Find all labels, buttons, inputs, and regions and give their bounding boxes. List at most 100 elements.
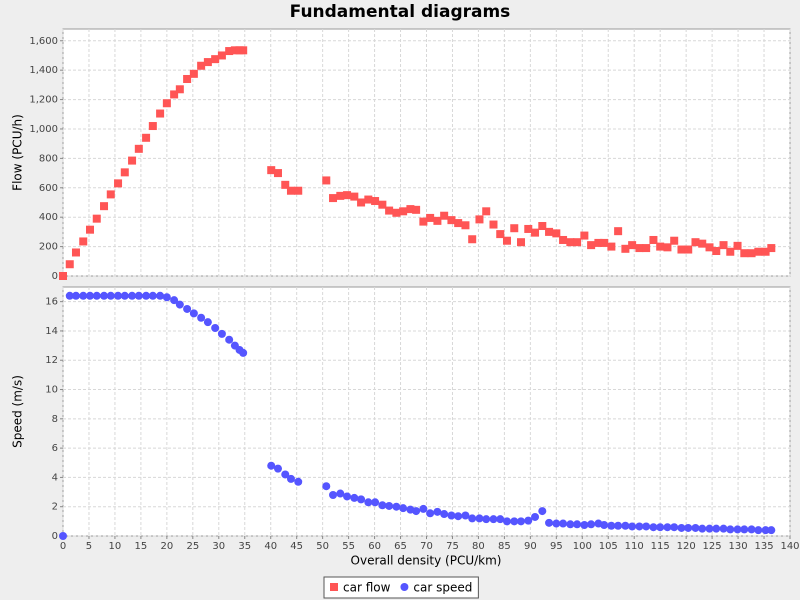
data-point (747, 249, 756, 258)
x-tick-label: 25 (186, 541, 199, 552)
data-point (65, 260, 74, 269)
data-point (148, 291, 157, 300)
data-point (79, 237, 88, 246)
x-tick-label: 90 (524, 541, 537, 552)
data-point (447, 511, 456, 520)
data-point (712, 524, 721, 533)
data-point (225, 47, 234, 56)
data-point (399, 504, 408, 513)
data-point (59, 532, 67, 540)
data-point (580, 231, 589, 240)
x-tick-label: 70 (420, 541, 433, 552)
data-point (712, 247, 721, 256)
data-point (92, 291, 101, 300)
data-point (170, 90, 179, 99)
data-point (447, 216, 456, 225)
data-point (419, 504, 428, 513)
x-tick-label: 100 (573, 541, 592, 552)
data-point (294, 477, 303, 486)
data-point (482, 515, 491, 524)
data-point (426, 213, 435, 222)
data-point (142, 291, 151, 300)
data-point (350, 493, 359, 502)
data-point (433, 507, 442, 516)
data-point (217, 51, 226, 60)
data-point (733, 525, 742, 534)
data-point (545, 227, 554, 236)
data-point (322, 176, 331, 185)
data-point (412, 507, 421, 516)
data-point (211, 324, 220, 333)
data-point (286, 186, 295, 195)
data-point (170, 296, 179, 305)
data-point (573, 238, 582, 247)
y-tick-label: 6 (52, 443, 58, 454)
data-point (106, 190, 115, 199)
data-point (65, 291, 74, 300)
x-tick-label: 95 (550, 541, 563, 552)
data-point (128, 291, 137, 300)
data-point (649, 235, 658, 244)
legend: car flow car speed (323, 576, 479, 599)
data-point (142, 133, 151, 142)
data-point (698, 239, 707, 248)
data-point (587, 241, 596, 250)
data-point (399, 207, 408, 216)
data-point (642, 522, 651, 531)
data-point (134, 144, 143, 153)
data-point (454, 219, 463, 228)
legend-marker (400, 583, 409, 591)
y-axis-label: Flow (PCU/h) (11, 114, 25, 191)
data-point (419, 217, 428, 226)
data-point (517, 517, 526, 526)
data-point (538, 222, 547, 231)
data-point (489, 220, 498, 229)
data-point (517, 238, 526, 247)
data-point (663, 243, 672, 252)
data-point (156, 291, 165, 300)
x-axis-label: Overall density (PCU/km) (351, 554, 502, 568)
data-point (211, 55, 220, 64)
data-point (86, 291, 95, 300)
data-point (329, 194, 338, 203)
data-point (357, 198, 366, 207)
data-point (719, 241, 728, 250)
data-point (189, 309, 198, 318)
data-point (621, 521, 630, 530)
data-point (691, 523, 700, 532)
data-point (106, 291, 115, 300)
data-point (189, 69, 198, 78)
data-point (684, 245, 693, 254)
y-tick-label: 200 (39, 242, 58, 253)
data-point (489, 515, 498, 524)
data-point (120, 291, 129, 300)
data-point (670, 236, 679, 245)
data-point (294, 186, 303, 195)
data-point (726, 525, 735, 534)
data-point (197, 313, 206, 322)
data-point (364, 195, 373, 204)
data-point (175, 300, 184, 309)
data-point (183, 304, 192, 313)
y-tick-label: 14 (45, 326, 58, 337)
data-point (225, 335, 234, 344)
data-point (510, 517, 519, 526)
data-point (71, 291, 80, 300)
data-point (719, 524, 728, 533)
data-point (691, 238, 700, 247)
data-point (767, 526, 776, 535)
data-point (120, 168, 129, 177)
data-point (162, 293, 171, 302)
data-point (600, 238, 609, 247)
data-point (587, 520, 596, 529)
data-point (468, 235, 477, 244)
data-point (524, 224, 533, 233)
data-point (406, 205, 415, 214)
data-point (273, 169, 282, 178)
data-point (552, 229, 561, 238)
data-point (79, 291, 88, 300)
data-point (378, 501, 387, 510)
data-point (329, 490, 338, 499)
data-point (230, 46, 239, 55)
